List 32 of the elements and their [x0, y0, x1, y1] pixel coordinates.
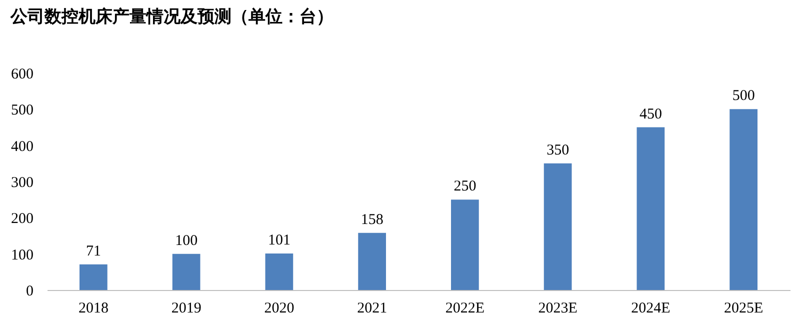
bar — [544, 163, 572, 290]
x-tick-label: 2022E — [445, 300, 485, 316]
x-tick-label: 2021 — [357, 300, 388, 316]
y-tick-label: 0 — [26, 284, 34, 300]
data-label: 71 — [86, 243, 101, 260]
bar — [358, 232, 386, 290]
data-label: 100 — [175, 232, 198, 249]
bar — [636, 127, 665, 290]
bar — [172, 254, 200, 290]
bar — [451, 200, 479, 290]
x-tick-label: 2018 — [78, 300, 108, 316]
y-tick-label: 200 — [11, 211, 34, 228]
x-tick-label: 2025E — [724, 300, 764, 316]
data-label: 158 — [360, 212, 384, 228]
x-tick-label: 2019 — [171, 300, 202, 316]
x-tick-label: 2020 — [264, 300, 294, 316]
bar — [80, 264, 108, 290]
data-label: 500 — [732, 88, 755, 104]
y-tick-label: 600 — [11, 66, 34, 82]
chart-title: 公司数控机床产量情况及预测（单位：台） — [10, 7, 334, 27]
x-tick-label: 2024E — [631, 300, 670, 316]
bar — [265, 253, 294, 290]
y-tick-label: 100 — [11, 247, 34, 264]
x-tick-label: 2023E — [538, 300, 578, 316]
data-label: 250 — [454, 178, 476, 195]
y-tick-label: 300 — [11, 175, 34, 191]
data-label: 101 — [268, 232, 290, 248]
data-label: 350 — [546, 142, 570, 158]
data-label: 450 — [639, 106, 662, 122]
y-tick-label: 400 — [11, 138, 34, 155]
bar — [730, 109, 758, 290]
y-tick-label: 500 — [11, 102, 34, 119]
